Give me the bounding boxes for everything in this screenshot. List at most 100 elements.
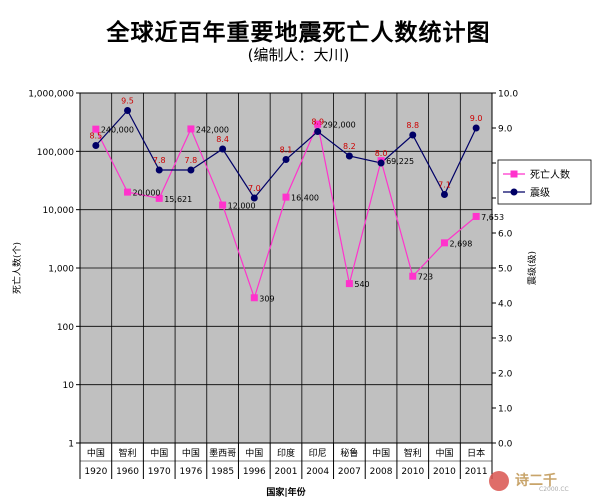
deaths-marker <box>345 280 353 288</box>
deaths-data-label: 2,698 <box>449 239 472 248</box>
deaths-marker <box>409 272 417 280</box>
magnitude-marker <box>409 131 417 139</box>
right-tick-label: 4.0 <box>498 300 513 310</box>
left-tick-label: 10 <box>63 381 75 391</box>
magnitude-data-label: 8.0 <box>375 149 388 158</box>
legend-box <box>497 159 592 205</box>
deaths-marker <box>155 194 163 202</box>
category-year-label: 1985 <box>211 467 234 477</box>
category-year-label: 2011 <box>465 467 488 477</box>
deaths-data-label: 309 <box>259 294 274 303</box>
chart-title: 全球近百年重要地震死亡人数统计图 <box>106 20 491 46</box>
magnitude-marker <box>314 128 322 135</box>
category-country-label: 智利 <box>119 447 137 459</box>
category-year-label: 1920 <box>84 467 107 477</box>
magnitude-data-label: 8.1 <box>280 146 293 155</box>
category-country-label: 秘鲁 <box>340 447 358 459</box>
deaths-marker <box>440 239 448 247</box>
left-tick-label: 1,000 <box>48 265 74 275</box>
category-country-label: 智利 <box>404 447 422 459</box>
deaths-data-label: 69,225 <box>386 157 414 166</box>
deaths-marker <box>124 188 132 196</box>
right-tick-label: 6.0 <box>498 230 513 240</box>
magnitude-data-label: 8.5 <box>89 132 102 141</box>
magnitude-data-label: 8.9 <box>311 118 324 127</box>
left-tick-label: 1,000,000 <box>28 90 74 100</box>
deaths-marker <box>219 201 227 209</box>
left-tick-label: 100,000 <box>37 148 74 158</box>
category-year-label: 2008 <box>370 467 393 477</box>
magnitude-marker <box>377 159 385 167</box>
category-year-label: 2010 <box>433 467 456 477</box>
legend-marker-deaths <box>510 170 518 178</box>
chart-subtitle: (编制人：大川) <box>247 46 350 64</box>
magnitude-data-label: 8.2 <box>343 142 356 151</box>
magnitude-marker <box>250 194 258 202</box>
right-axis-title: 震级(级) <box>526 251 538 285</box>
legend-marker-magnitude <box>510 188 518 196</box>
legend-label-deaths: 死亡人数 <box>530 168 570 181</box>
category-country-label: 中国 <box>245 447 263 459</box>
right-tick-label: 5.0 <box>498 265 513 275</box>
magnitude-data-label: 9.5 <box>121 97 134 106</box>
category-year-label: 2001 <box>275 467 298 477</box>
category-year-label: 2010 <box>401 467 424 477</box>
deaths-data-label: 242,000 <box>196 125 229 134</box>
deaths-marker <box>250 294 258 302</box>
left-tick-label: 100 <box>57 323 74 333</box>
magnitude-marker <box>472 124 480 132</box>
watermark-seal-icon <box>489 471 509 491</box>
deaths-marker <box>314 120 322 128</box>
deaths-marker <box>92 125 100 133</box>
watermark: 诗二千 C2000.CC <box>489 470 589 494</box>
magnitude-data-label: 8.4 <box>216 135 229 144</box>
magnitude-data-label: 7.8 <box>185 156 198 165</box>
category-country-label: 中国 <box>87 447 105 459</box>
magnitude-data-label: 7.8 <box>153 156 166 165</box>
magnitude-marker <box>124 107 132 114</box>
x-axis-title: 国家|年份 <box>266 486 306 498</box>
legend-label-magnitude: 震级 <box>530 187 550 199</box>
magnitude-data-label: 7.0 <box>248 184 261 193</box>
deaths-data-label: 7,653 <box>481 213 504 222</box>
watermark-subtext: C2000.CC <box>539 486 569 493</box>
left-tick-label: 10,000 <box>43 206 75 216</box>
magnitude-data-label: 9.0 <box>470 114 483 123</box>
deaths-data-label: 12,000 <box>228 202 256 211</box>
deaths-data-label: 540 <box>354 280 369 289</box>
category-country-label: 日本 <box>467 447 485 459</box>
magnitude-marker <box>440 191 448 198</box>
category-country-label: 墨西哥 <box>209 448 236 459</box>
deaths-data-label: 16,400 <box>291 194 319 203</box>
category-year-label: 1970 <box>148 467 171 477</box>
category-year-label: 1960 <box>116 467 139 477</box>
deaths-data-label: 20,000 <box>133 189 161 198</box>
category-year-label: 2007 <box>338 467 361 477</box>
magnitude-data-label: 7.1 <box>438 181 451 190</box>
deaths-data-label: 240,000 <box>101 126 134 135</box>
category-country-label: 中国 <box>150 447 168 459</box>
deaths-data-label: 15,621 <box>164 195 192 204</box>
right-tick-label: 9.0 <box>498 125 513 135</box>
deaths-marker <box>282 193 290 201</box>
category-country-label: 中国 <box>435 447 453 459</box>
category-year-label: 1976 <box>179 467 202 477</box>
right-tick-label: 2.0 <box>498 370 513 380</box>
watermark-text: 诗二千 <box>515 473 557 489</box>
right-tick-label: 1.0 <box>498 405 513 415</box>
right-tick-label: 0.0 <box>498 440 513 450</box>
category-country-label: 印度 <box>277 447 295 459</box>
left-tick-label: 1 <box>68 440 74 450</box>
category-year-label: 1996 <box>243 467 266 477</box>
magnitude-marker <box>219 145 227 153</box>
magnitude-data-label: 8.8 <box>406 121 419 130</box>
category-country-label: 中国 <box>372 447 390 459</box>
left-axis-title: 死亡人数(个) <box>11 242 23 294</box>
category-year-label: 2004 <box>306 467 329 477</box>
category-country-label: 中国 <box>182 447 200 459</box>
magnitude-marker <box>155 166 163 174</box>
deaths-marker <box>472 212 480 220</box>
deaths-data-label: 292,000 <box>323 121 356 130</box>
deaths-marker <box>187 125 195 133</box>
